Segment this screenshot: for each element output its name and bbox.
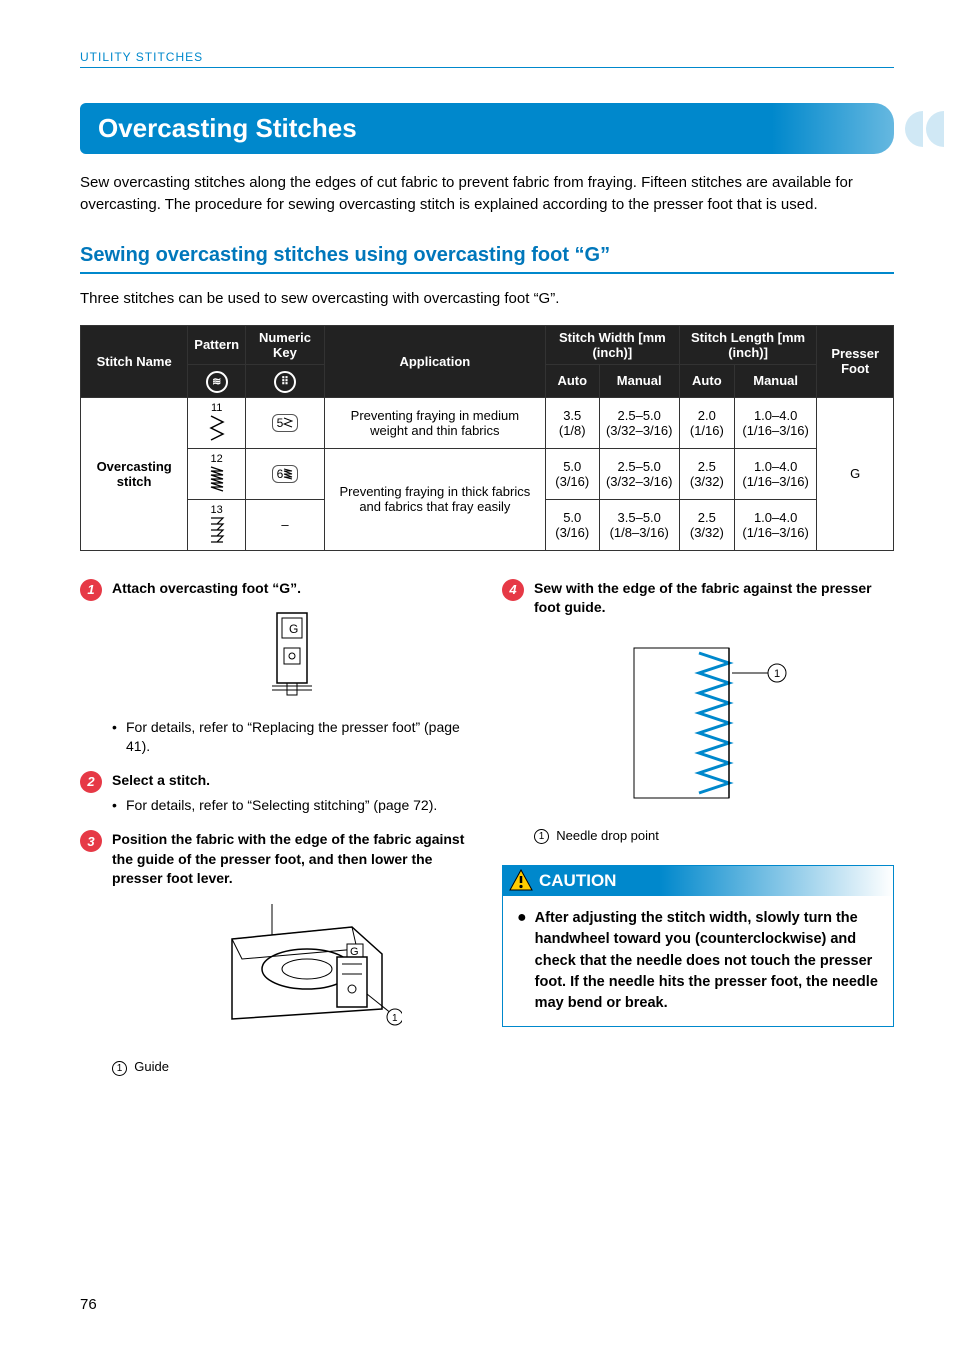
step-title: Sew with the edge of the fabric against … bbox=[534, 579, 894, 618]
step-title: Attach overcasting foot “G”. bbox=[112, 579, 472, 599]
callout-guide: 1 Guide bbox=[112, 1058, 472, 1076]
step-title: Select a stitch. bbox=[112, 771, 472, 791]
illustration-foot-g: G bbox=[112, 608, 472, 704]
presser-foot-cell: G bbox=[817, 397, 894, 550]
callout-needle-drop: 1 Needle drop point bbox=[534, 827, 894, 845]
section-heading: Sewing overcasting stitches using overca… bbox=[80, 244, 894, 274]
step-4: 4 Sew with the edge of the fabric agains… bbox=[502, 579, 894, 846]
table-row: 12 6 Preventing fraying in thick fabrics… bbox=[81, 448, 894, 499]
width-manual-cell: 2.5–5.0(3/32–3/16) bbox=[599, 397, 679, 448]
col-stitch-name: Stitch Name bbox=[81, 325, 188, 397]
svg-text:G: G bbox=[289, 622, 298, 636]
page-title-banner: Overcasting Stitches bbox=[80, 103, 894, 154]
section-intro: Three stitches can be used to sew overca… bbox=[80, 290, 894, 307]
width-auto-cell: 3.5(1/8) bbox=[545, 397, 599, 448]
pattern-icon-header: ≋ bbox=[188, 364, 246, 397]
table-row: Overcasting stitch 11 5 Preventing frayi… bbox=[81, 397, 894, 448]
step-number-badge: 2 bbox=[80, 771, 102, 793]
row-stitch-name: Overcasting stitch bbox=[81, 397, 188, 550]
intro-paragraph: Sew overcasting stitches along the edges… bbox=[80, 172, 894, 216]
stitch-pattern-icon bbox=[209, 465, 225, 495]
svg-text:1: 1 bbox=[774, 668, 780, 680]
width-manual-cell: 2.5–5.0(3/32–3/16) bbox=[599, 448, 679, 499]
caution-box: CAUTION ● After adjusting the stitch wid… bbox=[502, 865, 894, 1026]
step-title: Position the fabric with the edge of the… bbox=[112, 830, 472, 889]
step-number-badge: 4 bbox=[502, 579, 524, 601]
chapter-label: UTILITY STITCHES bbox=[80, 50, 203, 64]
numeric-key-cell: – bbox=[246, 499, 325, 550]
width-auto-cell: 5.0(3/16) bbox=[545, 448, 599, 499]
width-auto-cell: 5.0(3/16) bbox=[545, 499, 599, 550]
pattern-cell: 12 bbox=[188, 448, 246, 499]
length-auto-cell: 2.5(3/32) bbox=[679, 499, 734, 550]
col-stitch-length: Stitch Length [mm (inch)] bbox=[679, 325, 817, 364]
col-pattern: Pattern bbox=[188, 325, 246, 364]
numeric-key-cell: 5 bbox=[246, 397, 325, 448]
numeric-icon-header: ⠿ bbox=[246, 364, 325, 397]
width-manual-cell: 3.5–5.0(1/8–3/16) bbox=[599, 499, 679, 550]
length-manual-cell: 1.0–4.0(1/16–3/16) bbox=[734, 499, 816, 550]
width-auto: Auto bbox=[545, 364, 599, 397]
illustration-position-fabric: G 1 bbox=[112, 899, 472, 1045]
tab-decoration bbox=[905, 111, 944, 147]
col-presser-foot: Presser Foot bbox=[817, 325, 894, 397]
svg-text:G: G bbox=[350, 946, 359, 958]
length-manual-cell: 1.0–4.0(1/16–3/16) bbox=[734, 397, 816, 448]
page-title: Overcasting Stitches bbox=[98, 113, 357, 143]
stitch-table: Stitch Name Pattern Numeric Key Applicat… bbox=[80, 325, 894, 551]
length-auto: Auto bbox=[679, 364, 734, 397]
step-3: 3 Position the fabric with the edge of t… bbox=[80, 830, 472, 1077]
svg-text:1: 1 bbox=[392, 1013, 398, 1024]
step-number-badge: 1 bbox=[80, 579, 102, 601]
col-application: Application bbox=[324, 325, 545, 397]
step-number-badge: 3 bbox=[80, 830, 102, 852]
chapter-header: UTILITY STITCHES bbox=[80, 50, 894, 68]
step-bullet: For details, refer to “Replacing the pre… bbox=[112, 718, 472, 757]
caution-body: ● After adjusting the stitch width, slow… bbox=[503, 896, 893, 1025]
application-cell: Preventing fraying in thick fabrics and … bbox=[324, 448, 545, 550]
illustration-sew-edge: 1 bbox=[534, 628, 894, 814]
stitch-pattern-icon bbox=[209, 516, 225, 546]
application-cell: Preventing fraying in medium weight and … bbox=[324, 397, 545, 448]
pattern-cell: 13 bbox=[188, 499, 246, 550]
stitch-pattern-icon bbox=[209, 414, 225, 444]
numeric-key-cell: 6 bbox=[246, 448, 325, 499]
width-manual: Manual bbox=[599, 364, 679, 397]
length-manual-cell: 1.0–4.0(1/16–3/16) bbox=[734, 448, 816, 499]
step-1: 1 Attach overcasting foot “G”. G F bbox=[80, 579, 472, 761]
left-column: 1 Attach overcasting foot “G”. G F bbox=[80, 579, 472, 1087]
length-auto-cell: 2.5(3/32) bbox=[679, 448, 734, 499]
col-stitch-width: Stitch Width [mm (inch)] bbox=[545, 325, 679, 364]
right-column: 4 Sew with the edge of the fabric agains… bbox=[502, 579, 894, 1087]
length-auto-cell: 2.0(1/16) bbox=[679, 397, 734, 448]
caution-heading: CAUTION bbox=[503, 866, 893, 896]
step-bullet: For details, refer to “Selecting stitchi… bbox=[112, 796, 472, 816]
two-column-layout: 1 Attach overcasting foot “G”. G F bbox=[80, 579, 894, 1087]
step-2: 2 Select a stitch. For details, refer to… bbox=[80, 771, 472, 820]
page-number: 76 bbox=[80, 1296, 97, 1313]
warning-icon bbox=[509, 869, 533, 891]
col-numeric-key: Numeric Key bbox=[246, 325, 325, 364]
pattern-cell: 11 bbox=[188, 397, 246, 448]
length-manual: Manual bbox=[734, 364, 816, 397]
